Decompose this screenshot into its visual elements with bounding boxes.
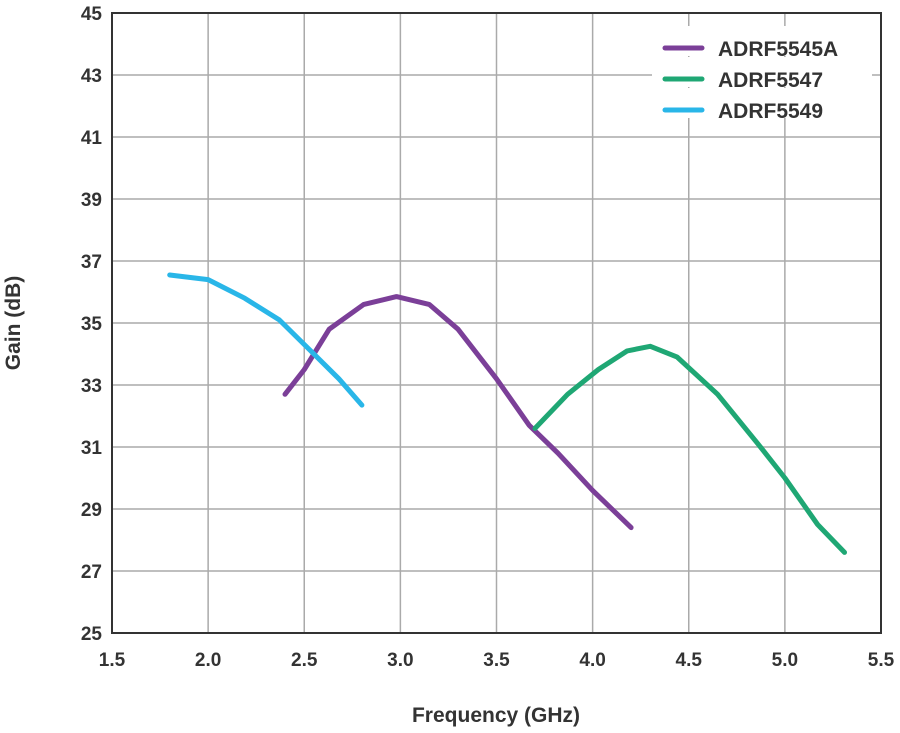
legend-label: ADRF5549 bbox=[718, 100, 823, 123]
x-tick-label: 1.5 bbox=[99, 650, 126, 671]
x-tick-label: 4.5 bbox=[676, 650, 703, 671]
y-tick-label: 39 bbox=[81, 190, 102, 211]
x-tick-label: 5.0 bbox=[772, 650, 798, 671]
tick-labels: 1.5 2.0 2.5 3.0 3.5 4.0 4.5 5.0 5.5 25 27 29 31 33 35 3… bbox=[81, 4, 895, 671]
y-tick-label: 31 bbox=[81, 438, 103, 459]
legend-background bbox=[652, 57, 872, 87]
x-tick-label: 3.0 bbox=[387, 650, 413, 671]
x-axis-label: Frequency (GHz) bbox=[412, 704, 580, 727]
y-tick-label: 35 bbox=[81, 314, 103, 335]
y-tick-label: 25 bbox=[81, 624, 103, 645]
y-axis-label: Gain (dB) bbox=[2, 276, 25, 371]
y-tick-label: 27 bbox=[81, 562, 102, 583]
plot-frame bbox=[111, 12, 882, 634]
x-tick-label: 5.5 bbox=[868, 650, 895, 671]
series-lines bbox=[167, 272, 847, 555]
legend-background bbox=[652, 26, 872, 56]
legend-label: ADRF5545A bbox=[718, 38, 838, 61]
grid bbox=[111, 12, 882, 634]
series-line-adrf5545a bbox=[282, 294, 634, 531]
y-tick-label: 45 bbox=[81, 4, 103, 25]
x-tick-label: 4.0 bbox=[579, 650, 605, 671]
series-line-adrf5549 bbox=[167, 272, 365, 408]
legend: ADRF5545A ADRF5547 ADRF5549 bbox=[652, 26, 872, 123]
x-tick-label: 2.5 bbox=[291, 650, 318, 671]
y-tick-label: 37 bbox=[81, 252, 102, 273]
x-tick-label: 3.5 bbox=[483, 650, 510, 671]
y-tick-label: 41 bbox=[81, 128, 103, 149]
series-line-adrf5547 bbox=[532, 343, 847, 555]
legend-background bbox=[652, 88, 872, 118]
x-tick-label: 2.0 bbox=[195, 650, 221, 671]
y-tick-label: 43 bbox=[81, 66, 102, 87]
y-tick-label: 33 bbox=[81, 376, 102, 397]
y-tick-label: 29 bbox=[81, 500, 102, 521]
legend-label: ADRF5547 bbox=[718, 69, 823, 92]
